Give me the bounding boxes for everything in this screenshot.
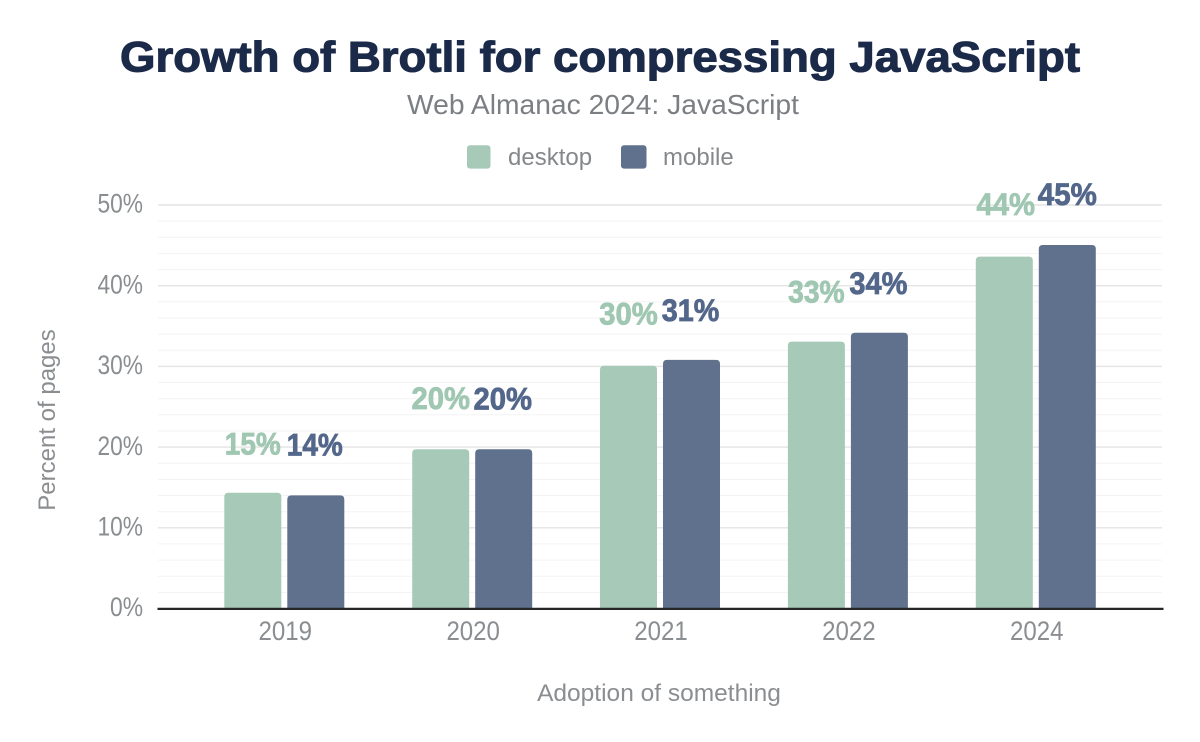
- svg-text:2020: 2020: [446, 616, 500, 646]
- svg-text:10%: 10%: [98, 512, 144, 542]
- svg-text:14%: 14%: [287, 426, 343, 462]
- svg-text:20%: 20%: [411, 380, 470, 416]
- svg-text:15%: 15%: [225, 426, 281, 462]
- svg-text:Growth of Brotli for compressi: Growth of Brotli for compressing JavaScr…: [120, 34, 1080, 82]
- svg-text:33%: 33%: [788, 274, 845, 310]
- svg-text:31%: 31%: [662, 292, 720, 328]
- svg-text:2021: 2021: [634, 616, 688, 646]
- svg-text:0%: 0%: [110, 592, 143, 622]
- svg-text:20%: 20%: [473, 381, 532, 417]
- svg-text:Web Almanac 2024: JavaScript: Web Almanac 2024: JavaScript: [407, 89, 799, 120]
- svg-text:2024: 2024: [1010, 616, 1064, 646]
- svg-text:40%: 40%: [98, 269, 144, 299]
- svg-text:20%: 20%: [98, 431, 144, 461]
- svg-text:Adoption of something: Adoption of something: [537, 680, 781, 707]
- svg-text:50%: 50%: [98, 189, 144, 219]
- svg-text:34%: 34%: [849, 265, 907, 301]
- svg-text:2019: 2019: [259, 616, 313, 646]
- svg-text:mobile: mobile: [663, 144, 734, 171]
- svg-text:Percent of pages: Percent of pages: [34, 329, 61, 510]
- svg-text:44%: 44%: [977, 186, 1036, 222]
- svg-text:desktop: desktop: [508, 144, 592, 171]
- svg-text:2022: 2022: [822, 616, 876, 646]
- svg-text:30%: 30%: [98, 350, 144, 380]
- svg-text:30%: 30%: [599, 296, 658, 332]
- svg-text:45%: 45%: [1038, 176, 1097, 212]
